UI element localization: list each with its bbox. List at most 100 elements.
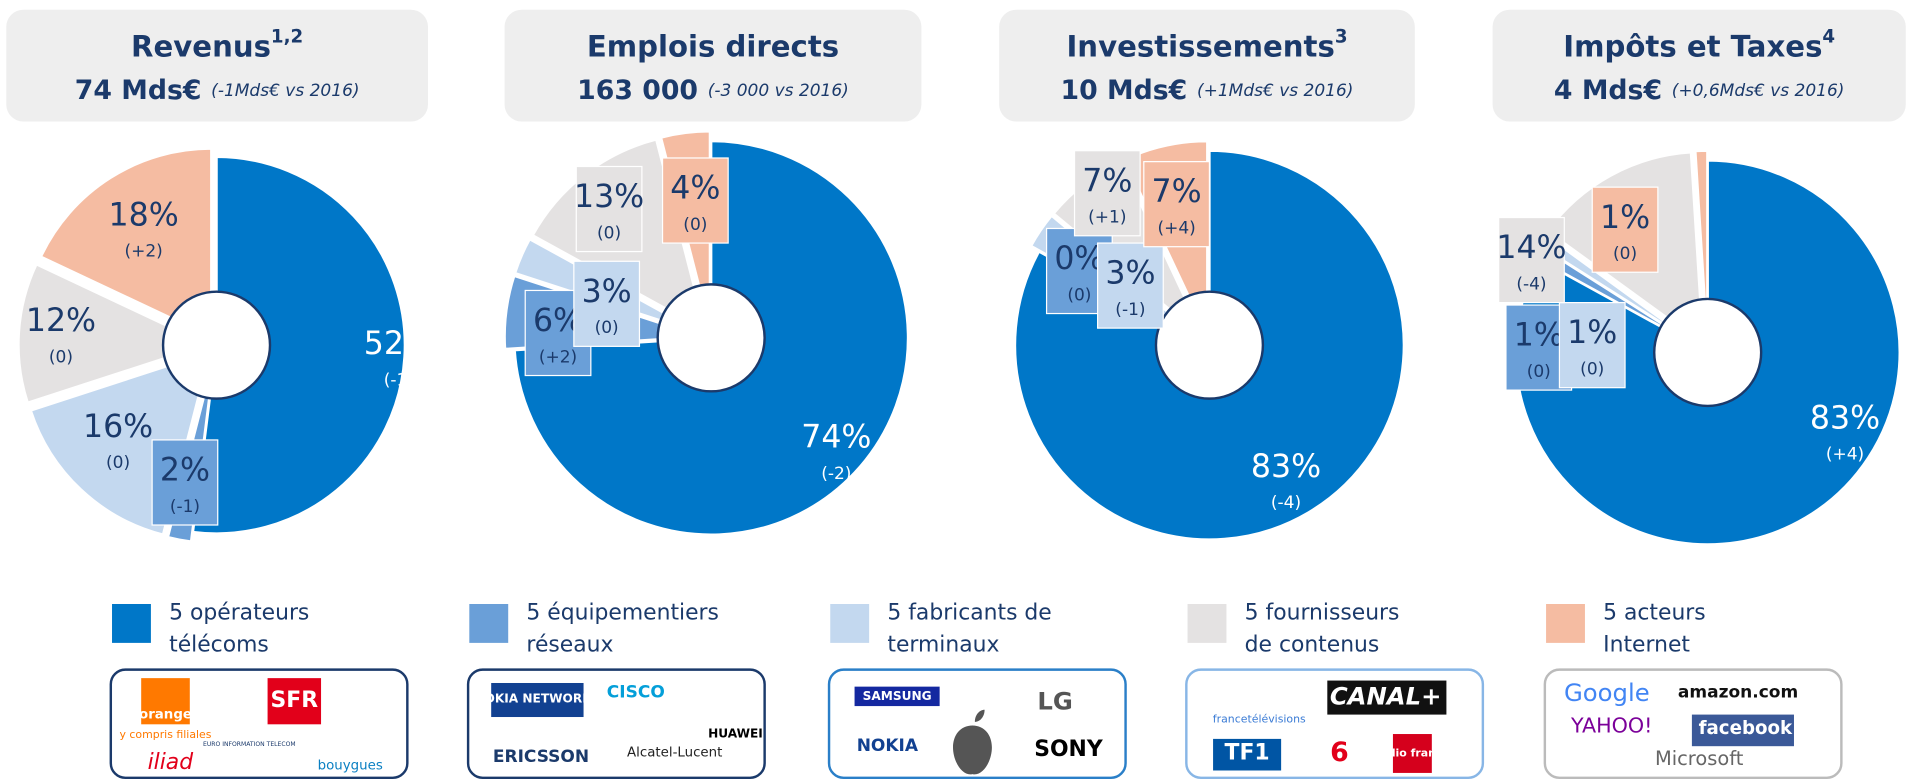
legend-label: terminaux: [887, 632, 999, 657]
pie-slice: [1694, 149, 1709, 343]
change-label: (-2): [821, 464, 851, 484]
value-label: 13%: [574, 179, 644, 215]
title-superscript: 4: [1822, 27, 1835, 48]
label-box: [1073, 150, 1141, 237]
legend-label: Internet: [1603, 632, 1690, 657]
value-label: 3%: [1105, 256, 1155, 292]
change-label: (0): [683, 215, 707, 235]
value-label: 52%: [364, 326, 434, 362]
apple-icon: [953, 709, 992, 775]
headline: 163 000: [577, 75, 698, 106]
header-box: [1492, 9, 1906, 122]
donut-hole: [656, 283, 766, 393]
logo-background: [1691, 714, 1794, 747]
title-superscript: 1,2: [271, 27, 303, 48]
label-box: [1558, 301, 1626, 389]
logo: amazon.com: [1678, 683, 1798, 703]
legend-label: 5 équipementiers: [526, 601, 718, 626]
legend-label: réseaux: [526, 632, 613, 657]
logo: 6: [1330, 737, 1349, 768]
change-label: (-1): [170, 497, 200, 517]
value-label: 1%: [1514, 318, 1564, 354]
value-label: 1%: [1600, 200, 1650, 236]
logo: SONY: [1034, 737, 1104, 762]
headline-note: (+1Mds€ vs 2016): [1197, 81, 1353, 101]
value-label: 83%: [1810, 400, 1880, 436]
value-label: 83%: [1251, 449, 1321, 485]
value-label: 0%: [1054, 241, 1104, 277]
label-box: [1498, 216, 1565, 304]
label-box: [151, 439, 219, 526]
change-label: (0): [1067, 285, 1091, 305]
logo-background: [141, 678, 190, 725]
legend-label: télécoms: [169, 632, 269, 657]
chart-headline: 74 Mds€ (-1Mds€ vs 2016): [75, 75, 360, 106]
headline: 4 Mds€: [1554, 75, 1662, 106]
title-superscript: 3: [1335, 27, 1348, 48]
logo: CISCO: [607, 683, 665, 703]
label-box: [1097, 242, 1164, 329]
header-box: [999, 9, 1415, 122]
chart-headline: 4 Mds€ (+0,6Mds€ vs 2016): [1554, 75, 1845, 106]
logo: EURO INFORMATION TELECOM: [203, 741, 296, 748]
value-label: 1%: [1567, 315, 1617, 351]
label-box: [661, 157, 729, 244]
value-label: 3%: [582, 274, 632, 310]
change-label: (0): [49, 347, 73, 367]
value-label: 74%: [801, 420, 871, 456]
legend-swatch: [112, 603, 151, 643]
logo: Microsoft: [1655, 747, 1744, 770]
label-box: [575, 165, 643, 253]
logo: bouygues: [318, 759, 383, 774]
legend-label: 5 fournisseurs: [1245, 601, 1400, 626]
change-label: (-1): [1115, 300, 1145, 320]
logo: NOKIA: [857, 736, 919, 756]
change-label: (0): [106, 453, 130, 473]
logo: radio france: [1375, 746, 1450, 759]
value-label: 7%: [1082, 163, 1132, 199]
logo: NOKIA NETWORKS: [474, 691, 600, 705]
headline-note: (-3 000 vs 2016): [708, 81, 849, 101]
logo: ERICSSON: [493, 747, 589, 767]
legend-label: 5 fabricants de: [887, 601, 1051, 626]
chart-title: Investissements3: [1066, 27, 1347, 64]
change-label: (0): [595, 318, 619, 338]
pie-slice: [39, 147, 213, 339]
value-label: 7%: [1152, 174, 1202, 210]
legend-swatch: [830, 603, 870, 643]
change-label: (0): [1613, 244, 1637, 264]
header-box: [6, 9, 428, 122]
change-label: (0): [597, 223, 621, 243]
change-label: (0): [1580, 359, 1604, 379]
logo: LG: [1037, 686, 1072, 715]
legend-label: 5 opérateurs: [169, 601, 309, 626]
logo: YAHOO!: [1570, 714, 1652, 738]
change-label: (+2): [124, 242, 162, 262]
change-label: (-4): [1271, 493, 1301, 513]
value-label: 2%: [160, 453, 210, 489]
logo: facebook: [1699, 718, 1793, 739]
logo: y compris filiales: [120, 728, 212, 741]
chart-title: Emplois directs: [587, 30, 839, 64]
value-label: 14%: [1496, 230, 1566, 266]
change-label: (+4): [1826, 445, 1864, 465]
title-text: Investissements: [1066, 30, 1334, 64]
logo: francetélévisions: [1213, 712, 1306, 725]
donut-hole: [1154, 290, 1265, 400]
logo: TF1: [1225, 740, 1270, 765]
label-box: [1591, 186, 1659, 273]
legend-swatch: [1546, 603, 1585, 643]
label-box: [573, 260, 641, 347]
value-label: 18%: [109, 197, 179, 233]
logo: SAMSUNG: [863, 689, 932, 703]
logo-background: [1392, 734, 1432, 773]
headline: 74 Mds€: [75, 75, 202, 106]
title-text: Revenus: [131, 30, 271, 64]
change-label: (+2): [539, 347, 577, 367]
chart-headline: 10 Mds€ (+1Mds€ vs 2016): [1061, 75, 1354, 106]
headline-note: (-1Mds€ vs 2016): [211, 81, 359, 101]
headline-note: (+0,6Mds€ vs 2016): [1672, 81, 1845, 101]
chart-headline: 163 000 (-3 000 vs 2016): [577, 75, 849, 106]
